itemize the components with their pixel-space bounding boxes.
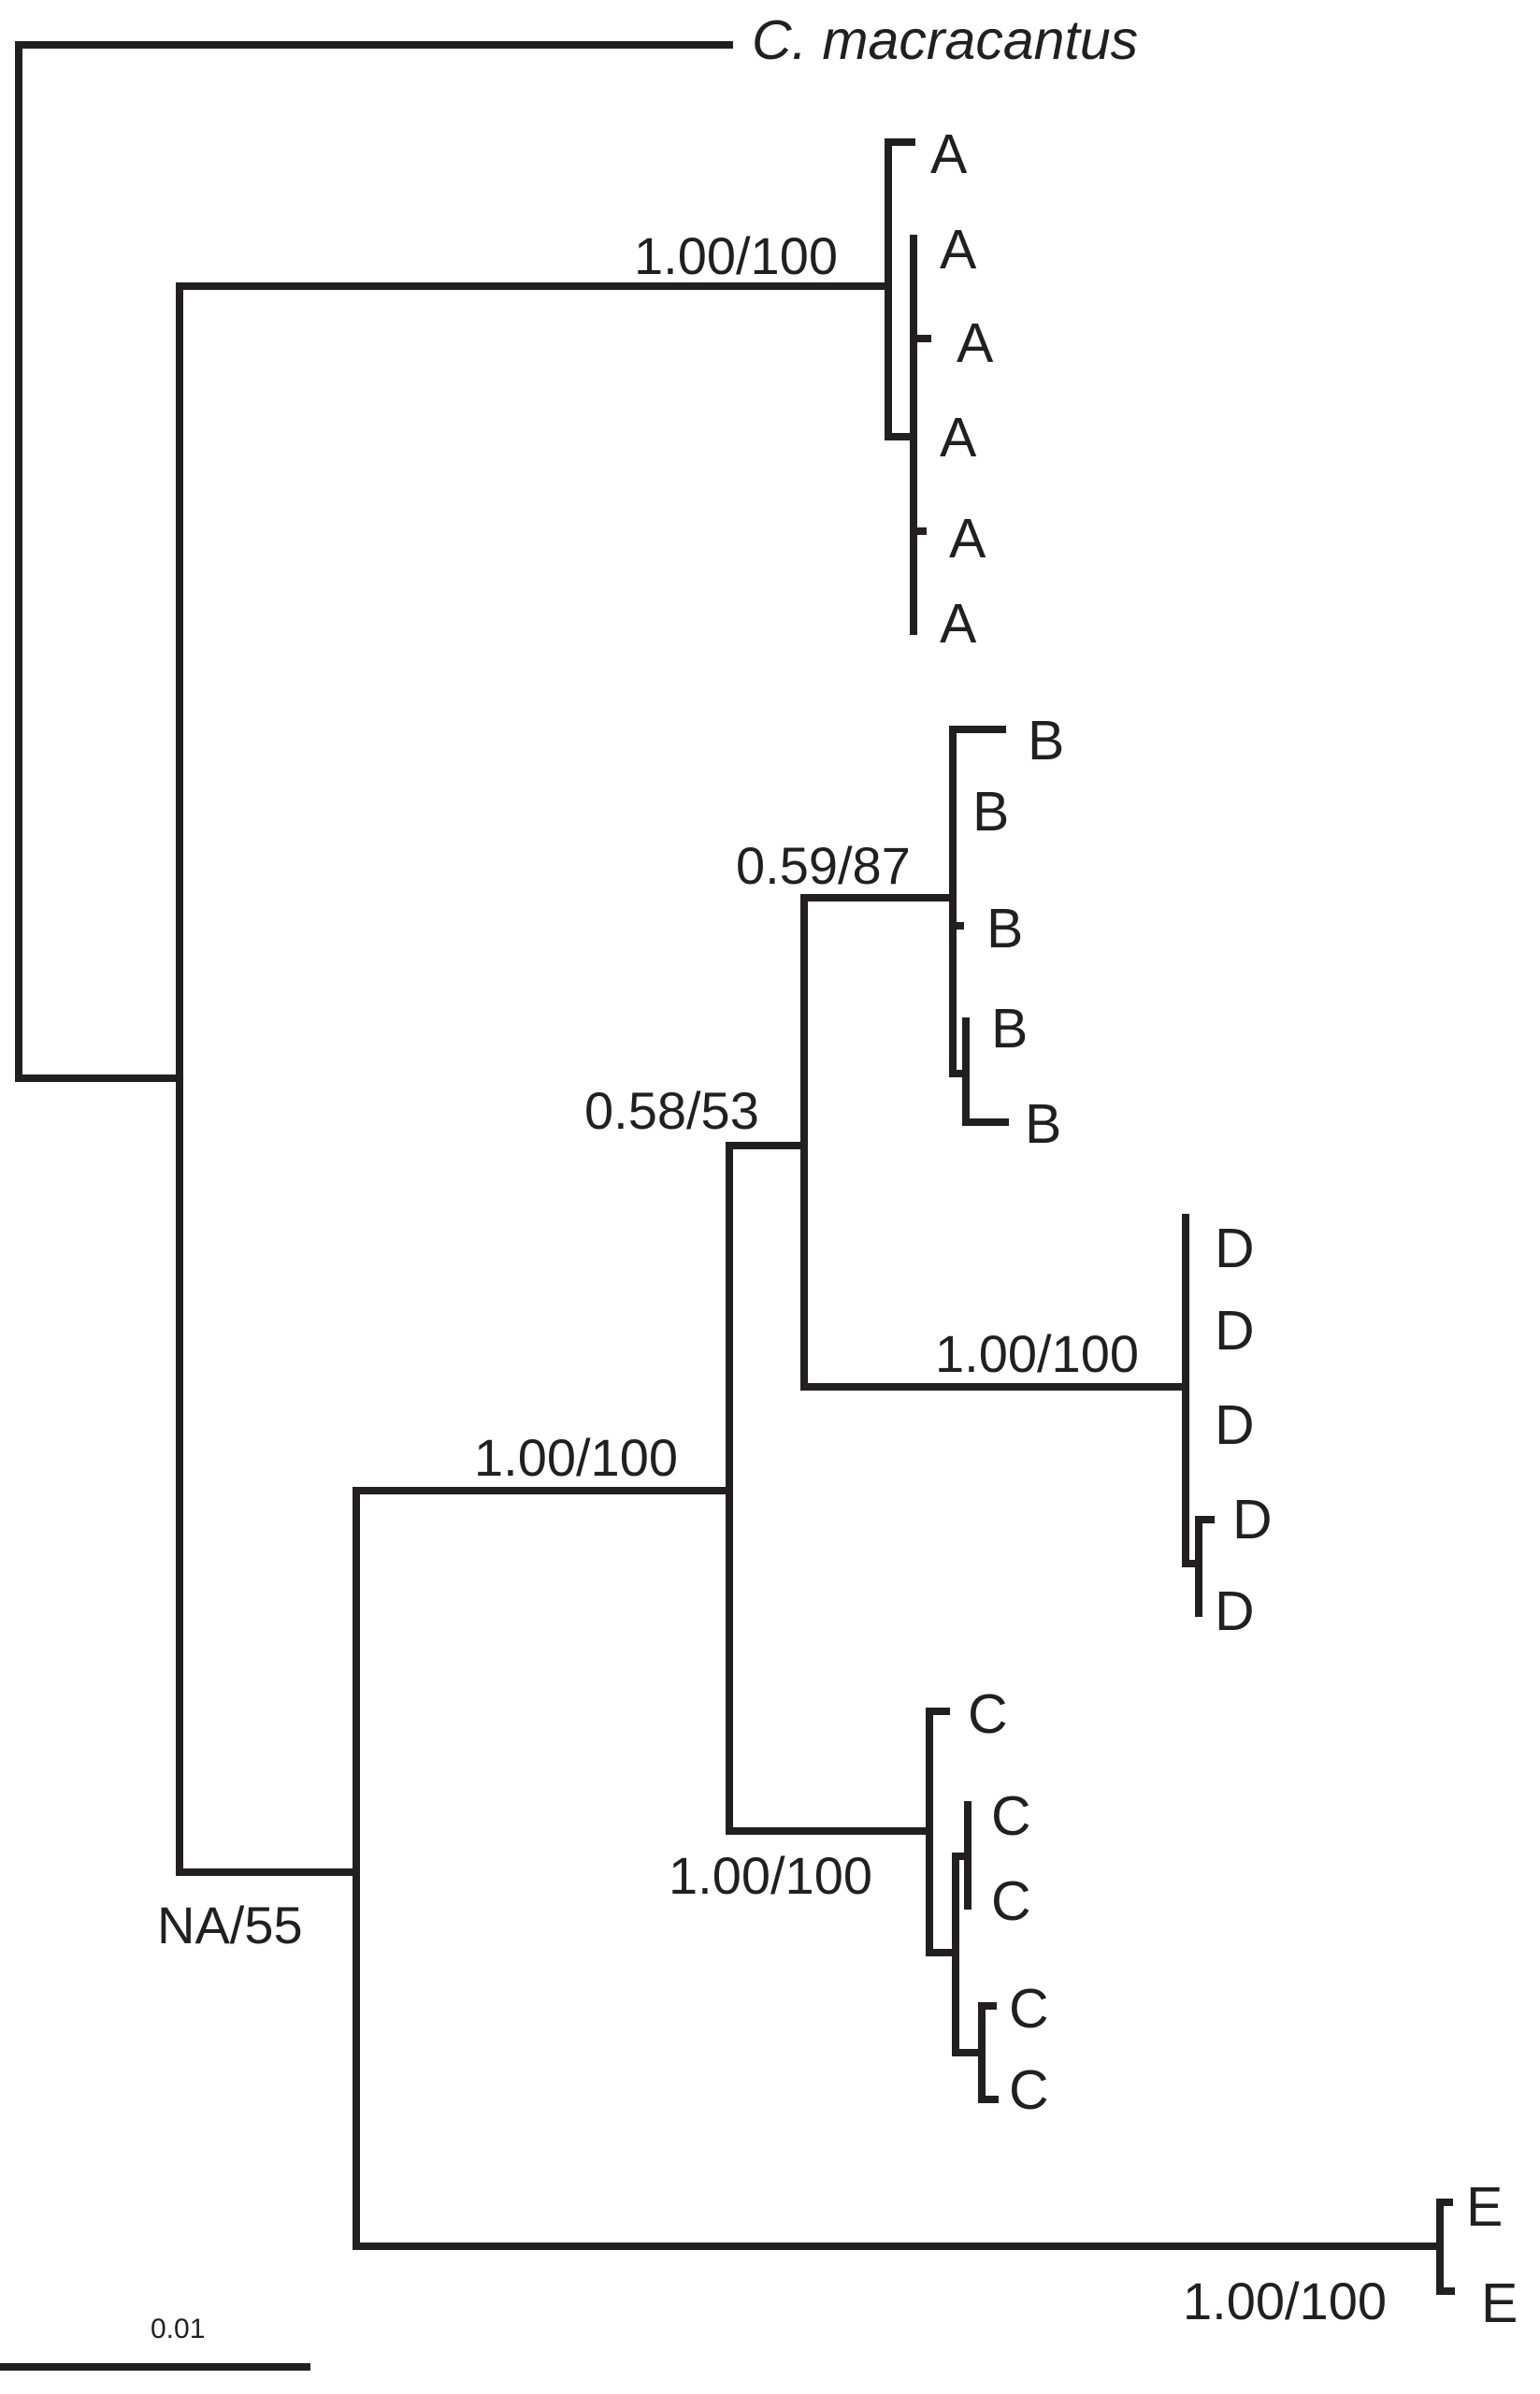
- tip-label-d: D: [1232, 1489, 1273, 1550]
- tip-label-b: B: [991, 998, 1028, 1060]
- tip-label-a: A: [940, 219, 977, 281]
- tree-branches: [0, 41, 1455, 2371]
- tip-label-b: B: [1025, 1093, 1061, 1155]
- tip-label-b: B: [986, 898, 1023, 959]
- support-label-clade-d: 1.00/100: [935, 1324, 1139, 1383]
- support-label-clade-b: 0.59/87: [736, 836, 911, 895]
- tip-label-c: C: [1009, 2059, 1049, 2121]
- tip-label-a: A: [957, 312, 994, 374]
- tip-label-b: B: [1028, 710, 1064, 772]
- tip-label-a: A: [940, 593, 977, 655]
- support-label-bdce-node: NA/55: [157, 1896, 303, 1954]
- tip-label-a: A: [949, 508, 986, 570]
- tip-label-a: A: [940, 407, 977, 469]
- tip-label-d: D: [1215, 1580, 1255, 1642]
- tip-label-d: D: [1215, 1300, 1255, 1362]
- tip-label-b: B: [972, 781, 1009, 843]
- support-label-bd-node: 0.58/53: [584, 1081, 759, 1140]
- scale-bar-label: 0.01: [151, 2314, 205, 2344]
- tip-label-c: C: [991, 1870, 1031, 1932]
- tip-label-d: D: [1215, 1394, 1255, 1456]
- support-values: 1.00/100 0.59/87 0.58/53 1.00/100 1.00/1…: [157, 226, 1387, 2330]
- tip-label-e: E: [1466, 2176, 1503, 2238]
- tip-labels: C. macracantus A A A A A A B B B B B D D…: [752, 9, 1518, 2334]
- tip-label-d: D: [1215, 1218, 1255, 1279]
- support-label-bdc-node: 1.00/100: [474, 1428, 678, 1487]
- outgroup-label: C. macracantus: [752, 9, 1138, 71]
- support-label-clade-c: 1.00/100: [669, 1846, 872, 1905]
- tip-label-c: C: [991, 1785, 1031, 1847]
- support-label-clade-e: 1.00/100: [1183, 2271, 1387, 2330]
- tip-label-e: E: [1481, 2272, 1518, 2334]
- support-label-clade-a: 1.00/100: [634, 226, 838, 285]
- tip-label-c: C: [1009, 1978, 1049, 2040]
- tip-label-a: A: [930, 123, 968, 185]
- tip-label-c: C: [968, 1683, 1008, 1745]
